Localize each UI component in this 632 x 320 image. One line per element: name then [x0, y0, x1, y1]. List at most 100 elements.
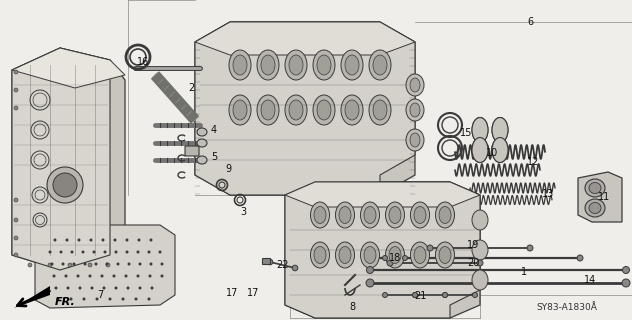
Circle shape — [59, 251, 63, 253]
Circle shape — [106, 263, 110, 267]
Ellipse shape — [389, 206, 401, 223]
Ellipse shape — [369, 50, 391, 80]
Ellipse shape — [261, 55, 275, 75]
Ellipse shape — [345, 55, 359, 75]
Circle shape — [76, 275, 80, 277]
Ellipse shape — [229, 50, 251, 80]
Ellipse shape — [472, 210, 488, 230]
Ellipse shape — [410, 78, 420, 92]
Circle shape — [28, 263, 32, 267]
Ellipse shape — [336, 202, 355, 228]
Circle shape — [150, 238, 152, 242]
Text: 13: 13 — [542, 189, 554, 199]
Text: 15: 15 — [460, 128, 472, 138]
Ellipse shape — [285, 95, 307, 125]
Text: 10: 10 — [486, 148, 498, 158]
Ellipse shape — [410, 133, 420, 147]
Circle shape — [82, 251, 85, 253]
Text: 16: 16 — [137, 57, 149, 67]
Circle shape — [83, 262, 87, 266]
Circle shape — [51, 262, 54, 266]
Text: 5: 5 — [211, 152, 217, 162]
Text: 3: 3 — [240, 207, 246, 217]
Text: 20: 20 — [467, 258, 479, 268]
Circle shape — [126, 238, 128, 242]
Circle shape — [477, 260, 483, 266]
Polygon shape — [195, 22, 415, 55]
Circle shape — [403, 255, 408, 260]
Ellipse shape — [585, 179, 605, 197]
Circle shape — [83, 298, 85, 300]
Polygon shape — [14, 286, 50, 308]
Circle shape — [473, 292, 478, 298]
Text: 1: 1 — [521, 267, 527, 277]
Ellipse shape — [410, 103, 420, 117]
Text: 18: 18 — [389, 253, 401, 263]
Ellipse shape — [314, 206, 326, 223]
Polygon shape — [285, 182, 480, 318]
Circle shape — [71, 251, 73, 253]
Ellipse shape — [339, 206, 351, 223]
Circle shape — [382, 255, 387, 260]
Ellipse shape — [389, 246, 401, 263]
Ellipse shape — [289, 100, 303, 120]
Circle shape — [56, 298, 59, 300]
Ellipse shape — [435, 202, 454, 228]
Ellipse shape — [364, 206, 376, 223]
Ellipse shape — [406, 74, 424, 96]
Ellipse shape — [310, 242, 329, 268]
Circle shape — [70, 298, 73, 300]
Ellipse shape — [472, 138, 488, 163]
Ellipse shape — [411, 202, 430, 228]
Ellipse shape — [257, 95, 279, 125]
Circle shape — [126, 286, 130, 290]
Circle shape — [527, 245, 533, 251]
Circle shape — [61, 262, 64, 266]
Circle shape — [90, 286, 94, 290]
Circle shape — [387, 260, 393, 266]
Circle shape — [159, 251, 162, 253]
Text: 12: 12 — [527, 157, 539, 167]
Ellipse shape — [345, 100, 359, 120]
Polygon shape — [578, 172, 622, 222]
Circle shape — [138, 238, 140, 242]
Circle shape — [66, 238, 68, 242]
Ellipse shape — [435, 242, 454, 268]
Circle shape — [88, 275, 92, 277]
Circle shape — [66, 286, 70, 290]
Text: 17: 17 — [226, 288, 238, 298]
Circle shape — [442, 292, 447, 298]
Ellipse shape — [373, 55, 387, 75]
Circle shape — [109, 298, 111, 300]
Circle shape — [292, 265, 298, 271]
Circle shape — [413, 292, 418, 298]
Polygon shape — [12, 48, 110, 270]
Polygon shape — [12, 48, 125, 88]
Circle shape — [14, 236, 18, 240]
Ellipse shape — [317, 100, 331, 120]
Circle shape — [54, 238, 56, 242]
Circle shape — [427, 245, 433, 251]
Circle shape — [161, 262, 164, 266]
Ellipse shape — [492, 117, 508, 142]
Text: 11: 11 — [598, 192, 610, 202]
Circle shape — [92, 251, 95, 253]
Ellipse shape — [373, 100, 387, 120]
Ellipse shape — [310, 202, 329, 228]
Ellipse shape — [360, 242, 379, 268]
Ellipse shape — [585, 199, 605, 217]
Text: 2: 2 — [188, 83, 194, 93]
Text: 14: 14 — [584, 275, 596, 285]
Text: 4: 4 — [211, 125, 217, 135]
Circle shape — [128, 262, 130, 266]
Text: 9: 9 — [225, 164, 231, 174]
Bar — [262, 258, 270, 264]
Ellipse shape — [233, 100, 247, 120]
Ellipse shape — [341, 50, 363, 80]
Circle shape — [150, 262, 152, 266]
Text: 21: 21 — [414, 291, 426, 301]
Ellipse shape — [411, 242, 430, 268]
Circle shape — [52, 275, 56, 277]
Circle shape — [138, 286, 142, 290]
Circle shape — [53, 173, 77, 197]
